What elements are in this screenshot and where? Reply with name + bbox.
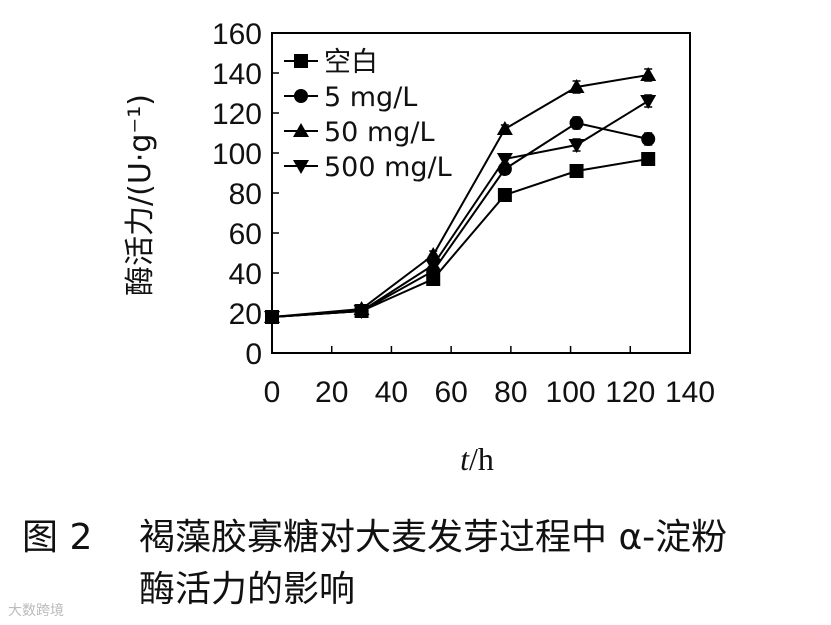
figure-caption-text-1: 褐藻胶寡糖对大麦发芽过程中 α-淀粉 [139,517,728,558]
y-tick-label: 100 [212,138,262,171]
series-line [271,74,649,318]
axes: 0 20 40 60 80 100 120 140 160 0 20 40 60 80 100 120 140 [212,18,715,409]
figure-label: 图 2 [22,517,93,558]
x-tick-label: 80 [494,376,527,409]
legend-label: 500 mg/L [324,152,452,183]
data-point [569,116,584,130]
x-axis-label-unit: /h [469,441,494,477]
y-tick-label: 0 [245,338,262,371]
y-tick-label: 80 [229,178,262,211]
data-point [264,311,280,325]
legend-marker [293,123,309,137]
y-tick-label: 160 [212,18,262,51]
series-3 [264,94,657,325]
x-tick-label: 60 [434,376,467,409]
data-point [353,305,370,319]
y-tick-label: 140 [212,58,262,91]
x-tick-label: 100 [546,376,596,409]
watermark-text: 大数跨境 [8,603,64,619]
x-tick-label: 40 [375,376,408,409]
figure-caption-line-1: 图 2 褐藻胶寡糖对大麦发芽过程中 α-淀粉 [22,508,727,560]
legend: 空白 5 mg/L 50 mg/L 500 mg/L [284,47,452,183]
y-tick-label: 20 [229,298,262,331]
x-axis-label: t/h [460,441,494,477]
x-tick-label: 120 [605,376,655,409]
data-point [640,67,657,81]
legend-label: 5 mg/L [324,82,417,113]
data-point [425,247,442,261]
series-2 [264,67,657,323]
y-tick-label: 120 [212,98,262,131]
data-point [496,153,513,167]
series-line [271,100,649,318]
legend-marker [294,89,308,103]
data-point [568,139,585,153]
x-axis-label-variable: t [460,441,470,477]
data-point [425,259,442,273]
data-point [496,121,513,135]
x-tick-label: 0 [264,376,281,409]
y-tick-label: 60 [229,218,262,251]
series-layer [264,67,657,325]
legend-label: 50 mg/L [324,117,435,148]
data-point [641,132,656,146]
y-axis-label: 酶活力/(U·g⁻¹) [123,94,158,296]
data-point [568,79,585,93]
data-point [569,164,584,178]
x-tick-label: 20 [315,376,348,409]
legend-marker [293,160,309,174]
watermark: 大数跨境 [8,600,64,620]
figure-caption-line-2: 酶活力的影响 [139,569,356,610]
legend-label: 空白 [324,47,378,78]
legend-marker [294,54,308,68]
x-tick-label: 140 [665,376,715,409]
data-point [640,95,657,109]
y-tick-label: 40 [229,258,262,291]
data-point [497,188,512,202]
data-point [641,152,656,166]
